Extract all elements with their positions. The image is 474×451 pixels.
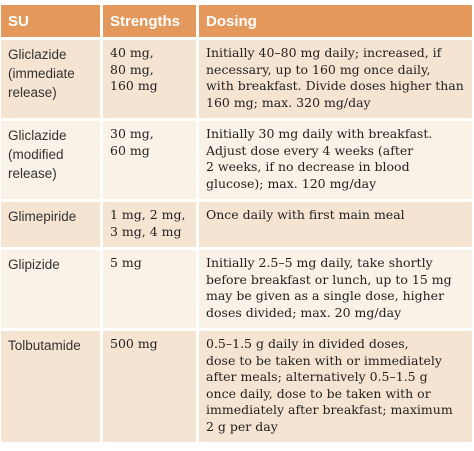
- header-su: SU: [1, 5, 103, 37]
- table-row: Tolbutamide 500 mg 0.5–1.5 g daily in di…: [1, 331, 472, 442]
- drug-name-cell: Gliclazide (modified release): [1, 121, 103, 199]
- strengths-cell: 1 mg, 2 mg, 3 mg, 4 mg: [103, 202, 199, 247]
- dosing-cell: 0.5–1.5 g daily in divided doses, dose t…: [199, 331, 472, 442]
- table-row: Glimepiride 1 mg, 2 mg, 3 mg, 4 mg Once …: [1, 202, 472, 247]
- drug-name-cell: Tolbutamide: [1, 331, 103, 442]
- dosing-cell: Initially 30 mg daily with breakfast. Ad…: [199, 121, 472, 199]
- strengths-cell: 500 mg: [103, 331, 199, 442]
- dosing-cell: Initially 40–80 mg daily; increased, if …: [199, 40, 472, 118]
- dosing-cell: Once daily with first main meal: [199, 202, 472, 247]
- table-row: Glipizide 5 mg Initially 2.5–5 mg daily,…: [1, 250, 472, 328]
- header-dosing: Dosing: [199, 5, 472, 37]
- strengths-cell: 40 mg, 80 mg, 160 mg: [103, 40, 199, 118]
- drug-name-cell: Glimepiride: [1, 202, 103, 247]
- drug-name-cell: Glipizide: [1, 250, 103, 328]
- dosing-cell: Initially 2.5–5 mg daily, take shortly b…: [199, 250, 472, 328]
- sulfonylurea-dosing-table: SU Strengths Dosing Gliclazide (immediat…: [1, 2, 472, 445]
- table-row: Gliclazide (immediate release) 40 mg, 80…: [1, 40, 472, 118]
- drug-name-cell: Gliclazide (immediate release): [1, 40, 103, 118]
- header-row: SU Strengths Dosing: [1, 5, 472, 37]
- table-row: Gliclazide (modified release) 30 mg, 60 …: [1, 121, 472, 199]
- header-strengths: Strengths: [103, 5, 199, 37]
- strengths-cell: 30 mg, 60 mg: [103, 121, 199, 199]
- strengths-cell: 5 mg: [103, 250, 199, 328]
